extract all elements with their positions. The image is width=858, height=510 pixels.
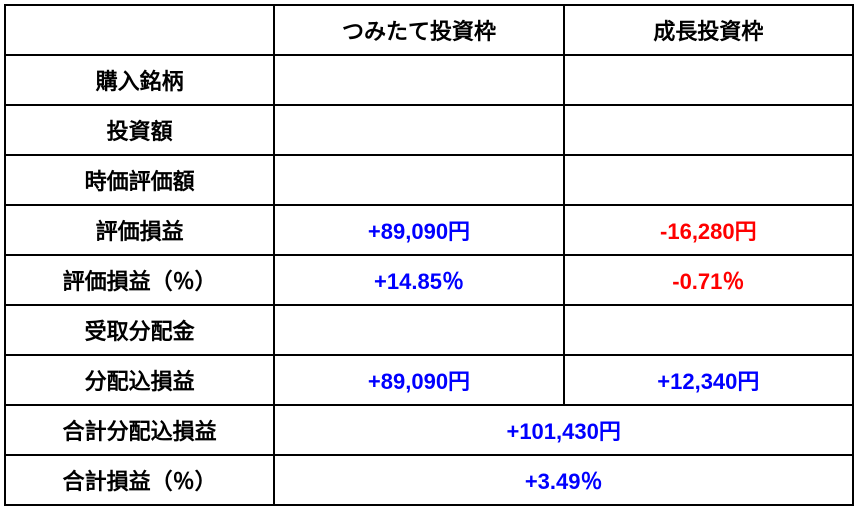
invest-amount-col2 — [564, 105, 853, 155]
gain-loss-pct-col2: -0.71％ — [564, 255, 853, 305]
investment-summary-table: つみたて投資枠 成長投資枠 購入銘柄 投資額 時価評価額 評価損益 +89,09… — [4, 4, 854, 506]
total-gain-pct-merged: +3.49％ — [274, 455, 853, 505]
row-invest-amount: 投資額 — [5, 105, 853, 155]
header-tsumitate: つみたて投資枠 — [274, 5, 563, 55]
row-purchase: 購入銘柄 — [5, 55, 853, 105]
invest-amount-col1 — [274, 105, 563, 155]
header-row: つみたて投資枠 成長投資枠 — [5, 5, 853, 55]
gain-loss-col1: +89,090円 — [274, 205, 563, 255]
total-gain-div-merged: +101,430円 — [274, 405, 853, 455]
label-gain-loss: 評価損益 — [5, 205, 274, 255]
gain-with-div-col2: +12,340円 — [564, 355, 853, 405]
label-market-value: 時価評価額 — [5, 155, 274, 205]
label-gain-loss-pct: 評価損益（％） — [5, 255, 274, 305]
row-total-gain-div: 合計分配込損益 +101,430円 — [5, 405, 853, 455]
row-gain-with-div: 分配込損益 +89,090円 +12,340円 — [5, 355, 853, 405]
label-purchase: 購入銘柄 — [5, 55, 274, 105]
row-gain-loss: 評価損益 +89,090円 -16,280円 — [5, 205, 853, 255]
header-empty — [5, 5, 274, 55]
purchase-col1 — [274, 55, 563, 105]
header-growth: 成長投資枠 — [564, 5, 853, 55]
gain-with-div-col1: +89,090円 — [274, 355, 563, 405]
gain-loss-pct-col1: +14.85％ — [274, 255, 563, 305]
market-value-col2 — [564, 155, 853, 205]
row-gain-loss-pct: 評価損益（％） +14.85％ -0.71％ — [5, 255, 853, 305]
label-gain-with-div: 分配込損益 — [5, 355, 274, 405]
label-total-gain-pct: 合計損益（％） — [5, 455, 274, 505]
label-invest-amount: 投資額 — [5, 105, 274, 155]
row-market-value: 時価評価額 — [5, 155, 853, 205]
label-total-gain-div: 合計分配込損益 — [5, 405, 274, 455]
row-dividend: 受取分配金 — [5, 305, 853, 355]
gain-loss-col2: -16,280円 — [564, 205, 853, 255]
row-total-gain-pct: 合計損益（％） +3.49％ — [5, 455, 853, 505]
market-value-col1 — [274, 155, 563, 205]
dividend-col1 — [274, 305, 563, 355]
purchase-col2 — [564, 55, 853, 105]
dividend-col2 — [564, 305, 853, 355]
label-dividend: 受取分配金 — [5, 305, 274, 355]
